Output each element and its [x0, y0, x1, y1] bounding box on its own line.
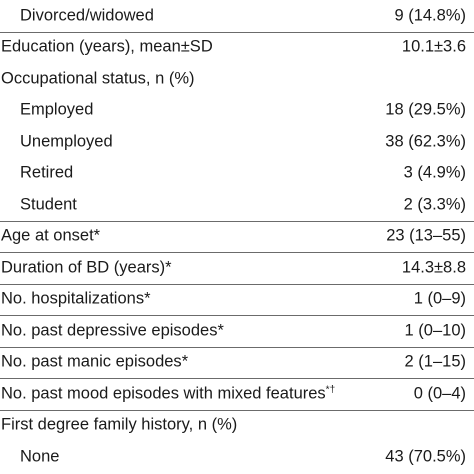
row-divider [0, 31, 474, 33]
row-value-depressive-episodes: 1 (0–10) [404, 321, 466, 340]
row-value-unemployed: 38 (62.3%) [385, 132, 466, 151]
row-value-manic-episodes: 2 (1–15) [404, 352, 466, 371]
row-value-divorced-widowed: 9 (14.8%) [394, 6, 466, 25]
row-label-unemployed: Unemployed [20, 132, 113, 151]
row-label-manic-episodes: No. past manic episodes* [1, 353, 188, 372]
row-label-occupational-status: Occupational status, n (%) [1, 69, 195, 88]
row-value-student: 2 (3.3%) [403, 195, 466, 214]
row-label-education: Education (years), mean±SD [1, 37, 213, 56]
row-divider [0, 315, 474, 316]
label-text: No. past mood episodes with mixed featur… [1, 384, 326, 403]
row-divider [0, 409, 474, 411]
table-row: Employed 18 (29.5%) [0, 95, 474, 127]
table-row: Unemployed 38 (62.3%) [0, 126, 474, 158]
row-value-retired: 3 (4.9%) [403, 163, 466, 182]
row-label-family-history: First degree family history, n (%) [1, 415, 238, 434]
footnote-marker: * [144, 289, 151, 308]
row-label-duration-bd: Duration of BD (years)* [1, 258, 172, 277]
row-divider [0, 220, 474, 222]
table-row: Student 2 (3.3%) [0, 189, 474, 221]
row-value-hospitalizations: 1 (0–9) [413, 289, 466, 308]
table-row: First degree family history, n (%) [0, 410, 474, 442]
row-label-student: Student [20, 195, 77, 214]
footnote-marker: *† [325, 384, 336, 396]
row-label-divorced-widowed: Divorced/widowed [20, 6, 154, 25]
row-divider [0, 252, 474, 253]
table-row: No. past mood episodes with mixed featur… [0, 378, 474, 410]
label-text: Duration of BD (years) [1, 258, 166, 277]
row-value-education: 10.1±3.6 [401, 37, 466, 56]
row-label-none: None [20, 447, 60, 466]
row-value-age-at-onset: 23 (13–55) [386, 226, 466, 245]
table-row: No. past depressive episodes* 1 (0–10) [0, 315, 474, 347]
row-value-mixed-episodes: 0 (0–4) [413, 384, 466, 403]
label-text: No. past depressive episodes [1, 321, 218, 340]
row-divider [0, 378, 474, 379]
table-row: None 43 (70.5%) [0, 441, 474, 473]
row-value-employed: 18 (29.5%) [385, 100, 466, 119]
row-label-employed: Employed [20, 100, 94, 119]
row-value-none: 43 (70.5%) [385, 447, 466, 466]
row-label-age-at-onset: Age at onset* [1, 227, 100, 246]
table-row: Age at onset* 23 (13–55) [0, 221, 474, 253]
table-row: No. hospitalizations* 1 (0–9) [0, 284, 474, 316]
row-label-retired: Retired [20, 163, 74, 182]
row-label-hospitalizations: No. hospitalizations* [1, 290, 151, 309]
table-row: Divorced/widowed 9 (14.8%) [0, 0, 474, 32]
footnote-marker: * [165, 258, 172, 277]
row-label-depressive-episodes: No. past depressive episodes* [1, 321, 224, 340]
row-value-duration-bd: 14.3±8.8 [401, 258, 466, 277]
footnote-marker: * [217, 321, 224, 340]
table-row: Occupational status, n (%) [0, 63, 474, 95]
row-divider [0, 283, 474, 285]
footnote-marker: * [181, 352, 189, 371]
label-text: No. past manic episodes [1, 352, 182, 371]
row-label-mixed-episodes: No. past mood episodes with mixed featur… [1, 384, 335, 403]
table-row: Duration of BD (years)* 14.3±8.8 [0, 252, 474, 284]
label-text: No. hospitalizations [1, 289, 145, 308]
table-row: Retired 3 (4.9%) [0, 158, 474, 190]
row-divider [0, 346, 474, 348]
footnote-marker: * [93, 226, 101, 245]
table-row: No. past manic episodes* 2 (1–15) [0, 347, 474, 379]
label-text: Age at onset [1, 226, 94, 245]
table-row: Education (years), mean±SD 10.1±3.6 [0, 32, 474, 64]
